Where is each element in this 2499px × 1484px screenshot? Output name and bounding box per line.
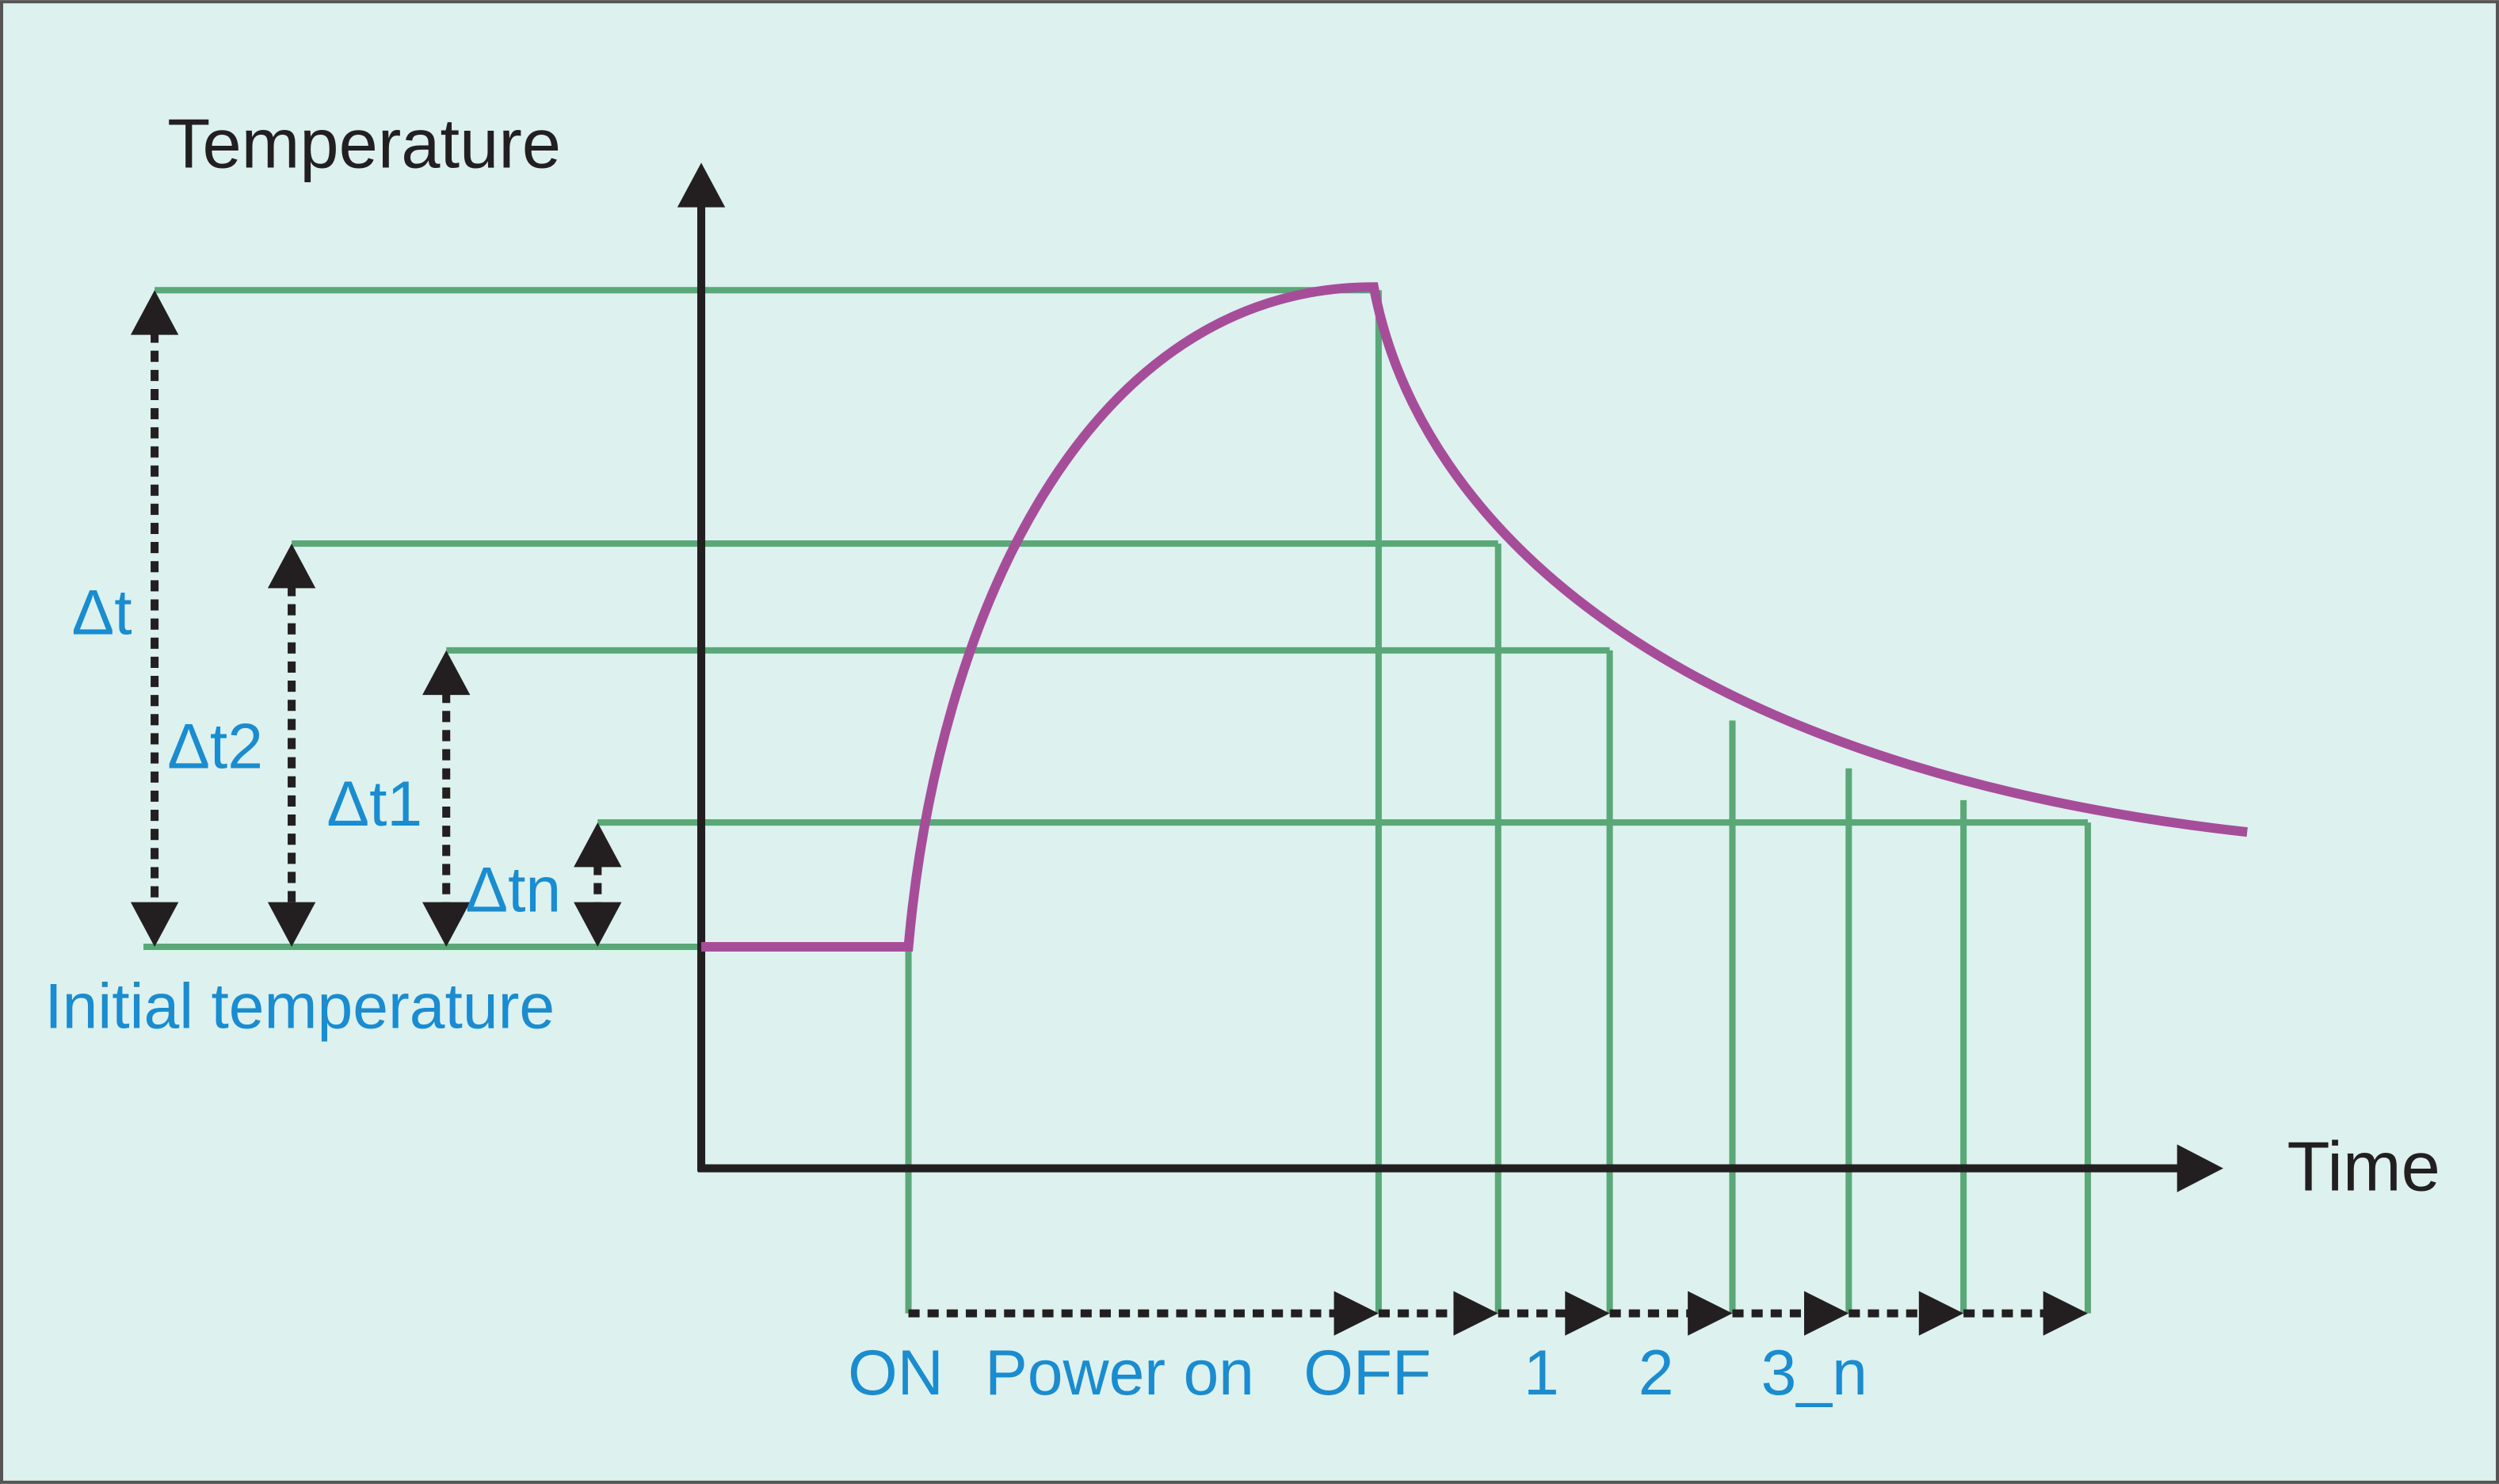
arrowhead xyxy=(422,650,471,696)
delta-label: Δtn xyxy=(465,855,561,926)
arrowhead xyxy=(574,902,622,947)
arrowhead xyxy=(1565,1291,1610,1336)
timeline-label: OFF xyxy=(1303,1337,1431,1409)
axes xyxy=(677,162,2224,1192)
guide-lines xyxy=(143,287,2092,1314)
timeline-label: ON xyxy=(848,1337,944,1409)
dashed-arrows xyxy=(130,290,2089,1336)
timeline-label: 2 xyxy=(1639,1337,1674,1409)
arrowhead xyxy=(267,544,316,589)
delta-label: Δt2 xyxy=(167,711,263,783)
arrowhead xyxy=(2043,1291,2089,1336)
timeline-label: Power on xyxy=(985,1337,1254,1409)
arrowhead xyxy=(574,822,622,868)
arrowhead xyxy=(130,290,179,335)
baseline-label: Initial temperature xyxy=(44,971,555,1043)
delta-label: Δt xyxy=(72,578,132,649)
arrowhead xyxy=(1688,1291,1733,1336)
timeline-label: 1 xyxy=(1524,1337,1559,1409)
arrowhead xyxy=(130,902,179,947)
arrowhead xyxy=(1803,1291,1849,1336)
delta-label: Δt1 xyxy=(326,769,422,840)
arrowhead xyxy=(422,902,471,947)
temperature-curve xyxy=(701,282,2248,952)
arrowhead xyxy=(1453,1291,1498,1336)
arrowhead xyxy=(267,902,316,947)
arrowhead xyxy=(1918,1291,1964,1336)
timeline-label: 3_n xyxy=(1761,1337,1868,1409)
arrowhead xyxy=(1333,1291,1379,1336)
y-axis-label: Temperature xyxy=(167,104,561,182)
x-axis-label: Time xyxy=(2287,1127,2440,1206)
